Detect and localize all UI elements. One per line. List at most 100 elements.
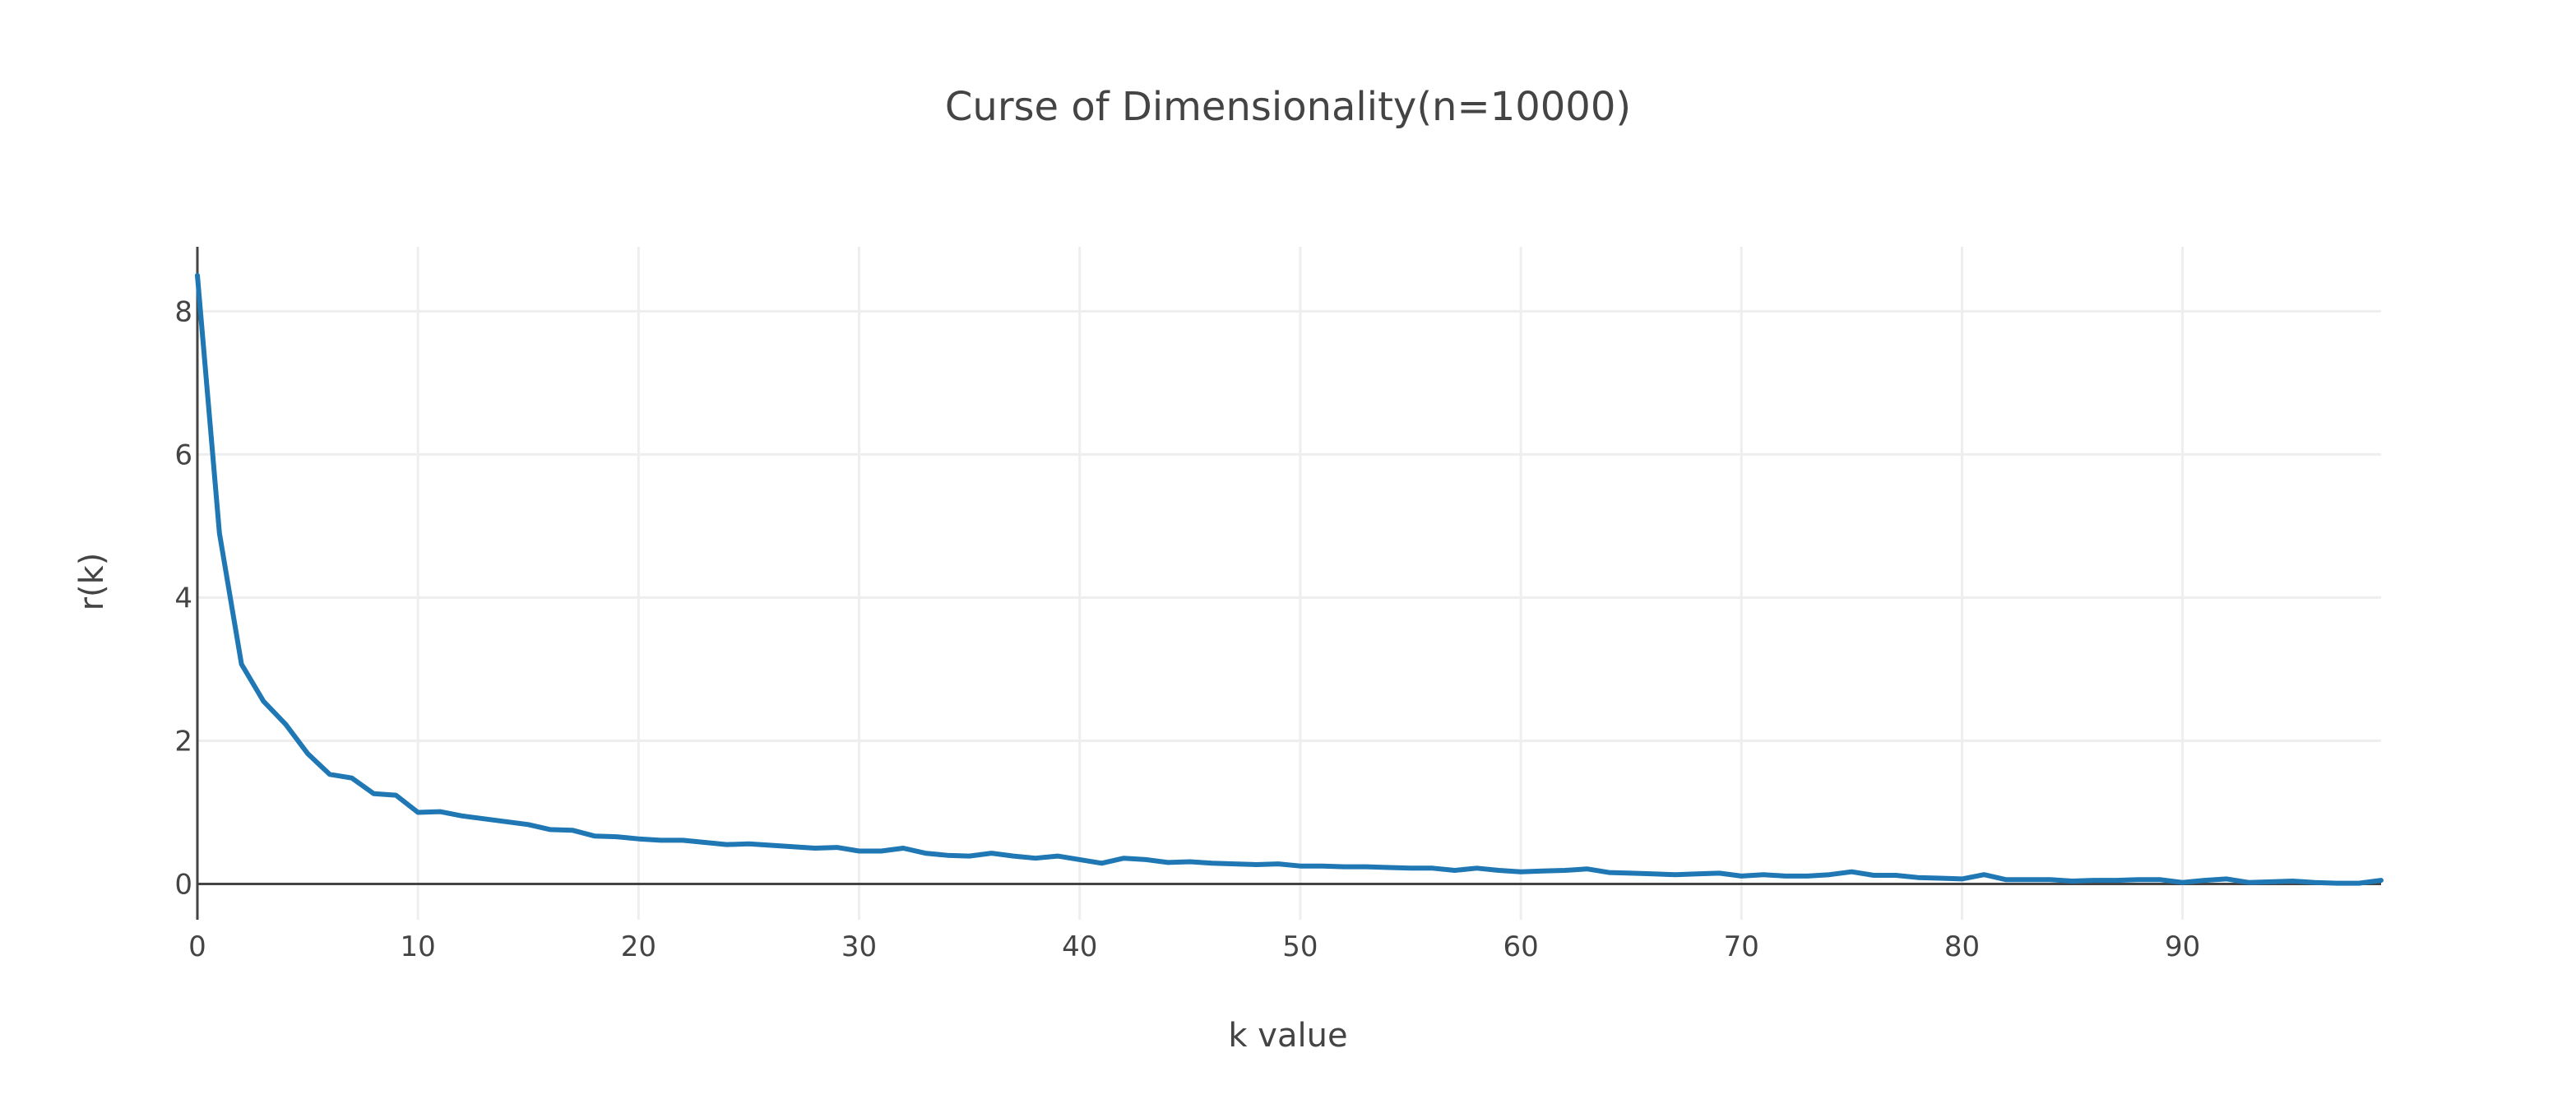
data-point-45 (1188, 860, 1193, 865)
data-point-96 (2313, 880, 2318, 885)
data-point-22 (680, 837, 685, 842)
x-tick-label-0: 0 (188, 930, 206, 963)
data-point-25 (746, 842, 751, 847)
data-point-56 (1430, 865, 1435, 870)
x-tick-label-40: 40 (1062, 930, 1097, 963)
data-point-8 (372, 791, 377, 796)
data-point-51 (1320, 864, 1325, 869)
data-point-31 (878, 848, 883, 853)
data-point-39 (1055, 854, 1060, 859)
data-point-48 (1253, 862, 1258, 867)
x-tick-label-80: 80 (1944, 930, 1980, 963)
chart-title: Curse of Dimensionality(n=10000) (945, 84, 1631, 130)
data-point-37 (1011, 854, 1016, 859)
data-point-5 (305, 751, 310, 756)
data-point-79 (1938, 876, 1943, 881)
data-point-81 (1981, 872, 1986, 877)
data-point-69 (1717, 870, 1721, 875)
data-point-85 (2070, 879, 2075, 884)
y-tick-label-8: 8 (174, 295, 192, 328)
data-point-89 (2158, 877, 2163, 882)
data-point-35 (967, 854, 972, 859)
data-point-84 (2048, 877, 2053, 882)
data-point-26 (768, 842, 773, 847)
data-point-59 (1496, 868, 1501, 873)
data-point-34 (945, 853, 950, 858)
data-point-60 (1518, 870, 1523, 874)
x-tick-label-60: 60 (1503, 930, 1538, 963)
x-tick-label-90: 90 (2165, 930, 2200, 963)
data-point-9 (393, 793, 398, 798)
x-tick-label-50: 50 (1282, 930, 1318, 963)
data-point-23 (702, 840, 707, 845)
data-point-72 (1783, 874, 1788, 879)
data-point-10 (415, 810, 420, 814)
axis-layer (196, 247, 2381, 920)
data-point-77 (1893, 873, 1898, 878)
y-axis-title: r(k) (73, 553, 111, 611)
data-point-91 (2202, 878, 2207, 883)
y-tick-label-0: 0 (174, 868, 192, 901)
data-point-36 (989, 851, 994, 856)
data-point-11 (438, 810, 442, 814)
data-point-82 (2004, 877, 2008, 882)
data-point-17 (570, 828, 575, 833)
data-point-1 (217, 531, 222, 536)
data-point-70 (1739, 874, 1744, 879)
data-point-41 (1100, 861, 1105, 865)
x-axis-title: k value (1228, 1017, 1347, 1055)
data-point-94 (2268, 879, 2273, 884)
data-point-29 (835, 845, 840, 850)
data-point-43 (1143, 857, 1148, 862)
data-point-16 (548, 827, 553, 832)
data-point-44 (1165, 860, 1170, 865)
data-point-78 (1916, 875, 1920, 880)
x-tick-label-10: 10 (401, 930, 436, 963)
data-point-74 (1828, 872, 1832, 877)
data-point-92 (2224, 876, 2229, 881)
x-tick-label-30: 30 (841, 930, 877, 963)
data-point-2 (239, 661, 244, 666)
data-point-30 (857, 848, 862, 853)
data-point-66 (1651, 871, 1656, 876)
data-point-58 (1474, 865, 1479, 870)
data-point-12 (460, 814, 465, 819)
data-point-50 (1298, 864, 1303, 869)
data-point-95 (2291, 879, 2296, 884)
data-point-63 (1585, 866, 1590, 871)
data-point-38 (1033, 856, 1038, 861)
x-tick-label-70: 70 (1724, 930, 1759, 963)
data-point-3 (261, 699, 266, 704)
data-point-46 (1210, 861, 1215, 865)
data-point-32 (901, 846, 906, 851)
data-point-55 (1408, 865, 1413, 870)
data-point-14 (503, 819, 508, 824)
data-point-86 (2092, 878, 2096, 883)
data-point-20 (636, 837, 641, 842)
data-point-6 (327, 772, 332, 777)
data-point-83 (2026, 877, 2031, 882)
data-point-73 (1805, 874, 1810, 879)
data-point-87 (2114, 878, 2119, 883)
data-point-33 (923, 851, 928, 856)
data-point-71 (1761, 872, 1766, 877)
data-point-19 (614, 834, 619, 839)
data-point-98 (2356, 881, 2361, 886)
data-point-53 (1364, 865, 1369, 870)
data-point-54 (1386, 865, 1391, 870)
data-point-27 (790, 844, 795, 849)
y-tick-label-6: 6 (174, 438, 192, 471)
data-point-62 (1563, 868, 1568, 873)
data-point-40 (1077, 857, 1082, 862)
label-layer: Curse of Dimensionality(n=10000) k value… (73, 84, 2200, 1055)
data-point-18 (592, 833, 597, 838)
data-point-15 (526, 822, 530, 827)
y-tick-label-4: 4 (174, 582, 192, 615)
data-point-97 (2334, 881, 2339, 886)
data-point-99 (2379, 878, 2384, 883)
data-point-90 (2180, 880, 2185, 885)
grid-layer (197, 247, 2381, 920)
data-point-68 (1695, 871, 1700, 876)
